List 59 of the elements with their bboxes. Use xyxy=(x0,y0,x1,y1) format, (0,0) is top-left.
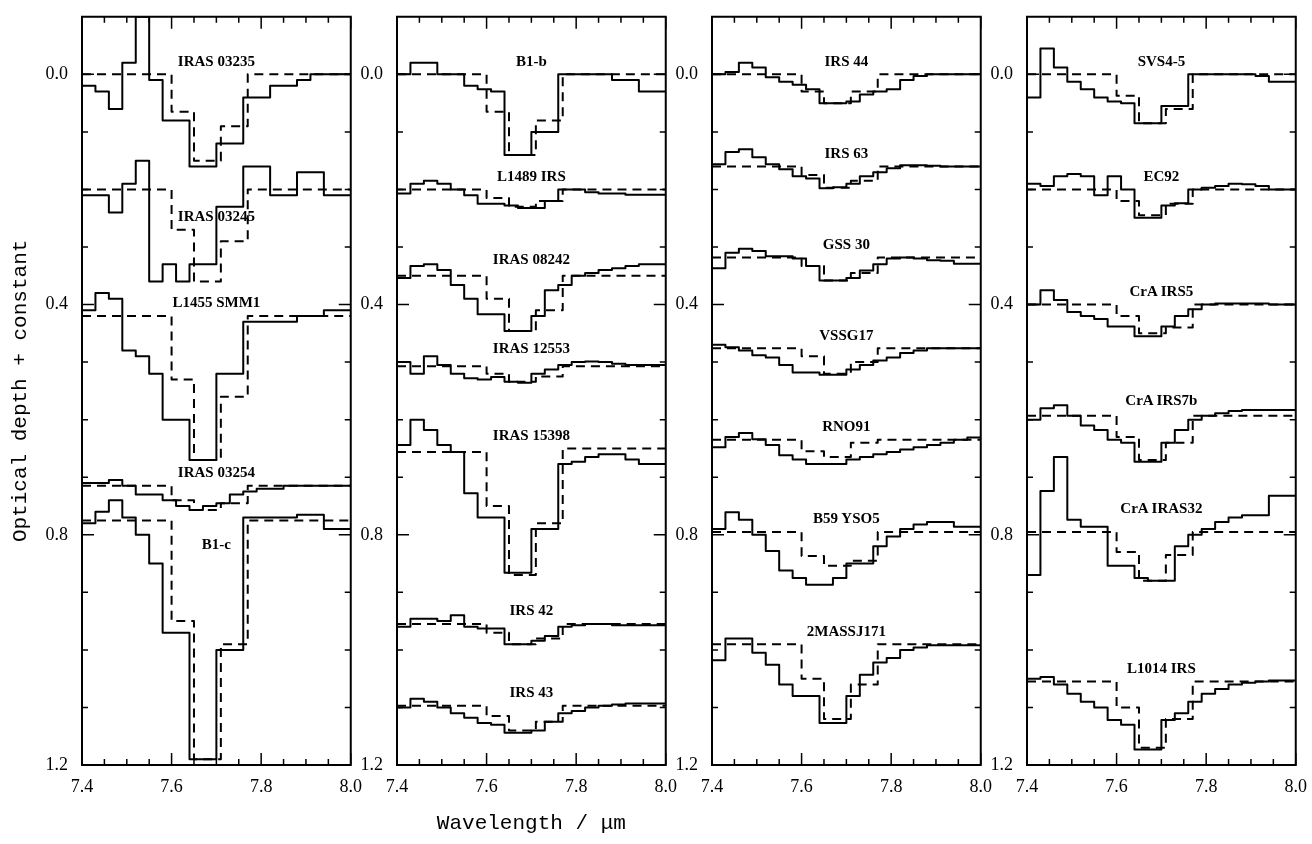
series-label: IRS 43 xyxy=(509,684,554,701)
series-label: B59 YSO5 xyxy=(813,510,880,527)
x-tick-label: 7.4 xyxy=(70,775,94,796)
series-label: CrA IRAS32 xyxy=(1120,500,1203,517)
x-tick-label: 7.6 xyxy=(475,775,498,796)
series-label: IRAS 03235 xyxy=(177,52,255,69)
x-tick-label: 7.8 xyxy=(249,775,273,796)
y-tick-label: 0.0 xyxy=(675,63,698,84)
series-label: IRAS 03254 xyxy=(177,464,256,481)
series-label: VSSG17 xyxy=(819,326,874,343)
series-label: CrA IRS7b xyxy=(1125,391,1198,408)
y-tick-label: 0.4 xyxy=(45,293,68,314)
x-tick-label: 7.4 xyxy=(385,775,409,796)
y-tick-label: 0.8 xyxy=(360,523,383,544)
series-label: L1455 SMM1 xyxy=(172,294,261,311)
x-axis-title: Wavelength / μm xyxy=(436,811,626,835)
y-tick-label: 0.8 xyxy=(990,523,1013,544)
x-tick-label: 8.0 xyxy=(654,775,677,796)
x-tick-label: 7.8 xyxy=(879,775,903,796)
y-tick-label: 1.2 xyxy=(360,753,383,774)
y-tick-label: 0.0 xyxy=(360,63,383,84)
x-tick-label: 7.4 xyxy=(1015,775,1039,796)
series-label: EC92 xyxy=(1143,167,1180,184)
x-tick-label: 8.0 xyxy=(1284,775,1307,796)
x-tick-label: 7.4 xyxy=(700,775,724,796)
y-tick-label: 1.2 xyxy=(990,753,1013,774)
series-label: GSS 30 xyxy=(822,235,870,252)
y-tick-label: 0.8 xyxy=(45,523,68,544)
y-tick-label: 1.2 xyxy=(45,753,68,774)
x-tick-label: 8.0 xyxy=(339,775,362,796)
series-label: IRAS 15398 xyxy=(492,426,570,443)
y-tick-label: 0.4 xyxy=(360,293,383,314)
x-tick-label: 7.6 xyxy=(160,775,183,796)
y-tick-label: 1.2 xyxy=(675,753,698,774)
x-tick-label: 7.6 xyxy=(790,775,813,796)
series-label: B1-b xyxy=(515,52,547,69)
x-tick-label: 7.8 xyxy=(564,775,588,796)
series-label: IRAS 08242 xyxy=(492,251,570,268)
series-label: IRS 42 xyxy=(509,602,554,619)
y-tick-label: 0.4 xyxy=(675,293,698,314)
y-tick-label: 0.0 xyxy=(45,63,68,84)
y-tick-label: 0.4 xyxy=(990,293,1013,314)
series-label: 2MASSJ171 xyxy=(806,622,886,639)
x-tick-label: 8.0 xyxy=(969,775,992,796)
series-label: L1014 IRS xyxy=(1126,659,1196,676)
series-label: B1-c xyxy=(201,535,232,552)
series-label: RNO91 xyxy=(822,418,871,435)
series-label: CrA IRS5 xyxy=(1129,282,1194,299)
series-label: IRS 63 xyxy=(824,144,869,161)
y-axis-title: Optical depth + constant xyxy=(9,239,33,543)
series-label: IRAS 12553 xyxy=(492,339,570,356)
series-label: IRS 44 xyxy=(824,52,869,69)
series-label: L1489 IRS xyxy=(496,167,566,184)
x-tick-label: 7.8 xyxy=(1194,775,1218,796)
x-tick-label: 7.6 xyxy=(1105,775,1128,796)
y-tick-label: 0.8 xyxy=(675,523,698,544)
series-label: SVS4-5 xyxy=(1137,52,1186,69)
series-label: IRAS 03245 xyxy=(177,207,255,224)
y-tick-label: 0.0 xyxy=(990,63,1013,84)
